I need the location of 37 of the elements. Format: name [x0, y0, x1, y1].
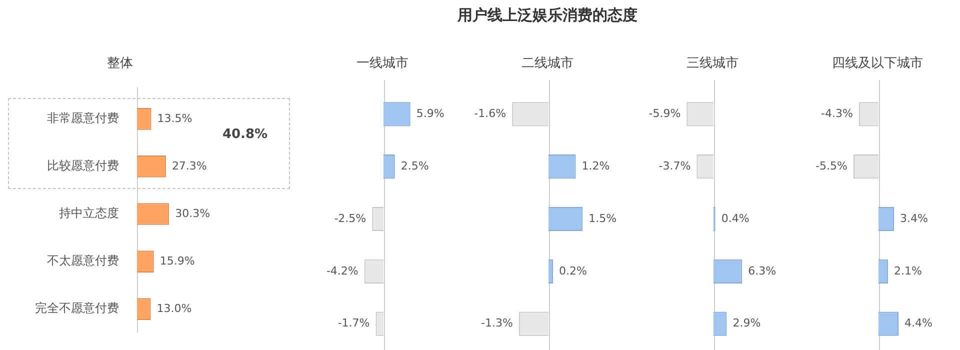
data-label: 13.0%: [156, 302, 192, 315]
data-label: 2.9%: [732, 316, 761, 330]
chart-title: 用户线上泛娱乐消费的态度: [458, 6, 638, 25]
data-label: 2.5%: [400, 159, 429, 172]
chart-subtitle: 四线及以下城市: [832, 55, 923, 72]
y-tick-label: 完全不愿意付费: [35, 301, 119, 316]
data-label: 3.4%: [900, 212, 928, 225]
data-label: 15.9%: [160, 254, 195, 268]
data-label: -4.3%: [821, 107, 853, 120]
data-label: -5.5%: [816, 159, 848, 172]
data-label: -3.7%: [658, 159, 691, 172]
data-label: -1.7%: [338, 316, 370, 330]
data-label: 1.5%: [588, 212, 617, 225]
data-label: -1.6%: [474, 107, 506, 120]
data-label: 0.4%: [721, 212, 750, 225]
data-label: 30.3%: [175, 206, 210, 220]
chart-subtitle: 二线城市: [522, 55, 574, 72]
data-label: -5.9%: [648, 107, 681, 120]
data-label: 0.2%: [559, 264, 588, 278]
data-label: 6.3%: [748, 264, 776, 278]
data-label: 13.5%: [157, 112, 192, 125]
chart-subtitle: 三线城市: [686, 55, 738, 72]
chart-subtitle: 一线城市: [356, 55, 408, 72]
y-tick-label: 持中立态度: [59, 206, 119, 220]
data-label: -2.5%: [334, 212, 366, 225]
y-tick-label: 比较愿意付费: [47, 158, 119, 173]
data-label: 27.3%: [172, 159, 207, 172]
chart-subtitle: 整体: [107, 55, 133, 72]
data-label: -1.3%: [481, 316, 513, 330]
data-label: 2.1%: [894, 264, 922, 278]
y-tick-label: 非常愿意付费: [47, 111, 119, 126]
data-label: 4.4%: [904, 316, 932, 330]
data-label: 1.2%: [582, 159, 610, 172]
data-label: -4.2%: [326, 264, 358, 278]
data-label: 5.9%: [416, 107, 444, 120]
text: 40.8%: [222, 127, 268, 142]
y-tick-label: 不太愿意付费: [47, 254, 119, 268]
